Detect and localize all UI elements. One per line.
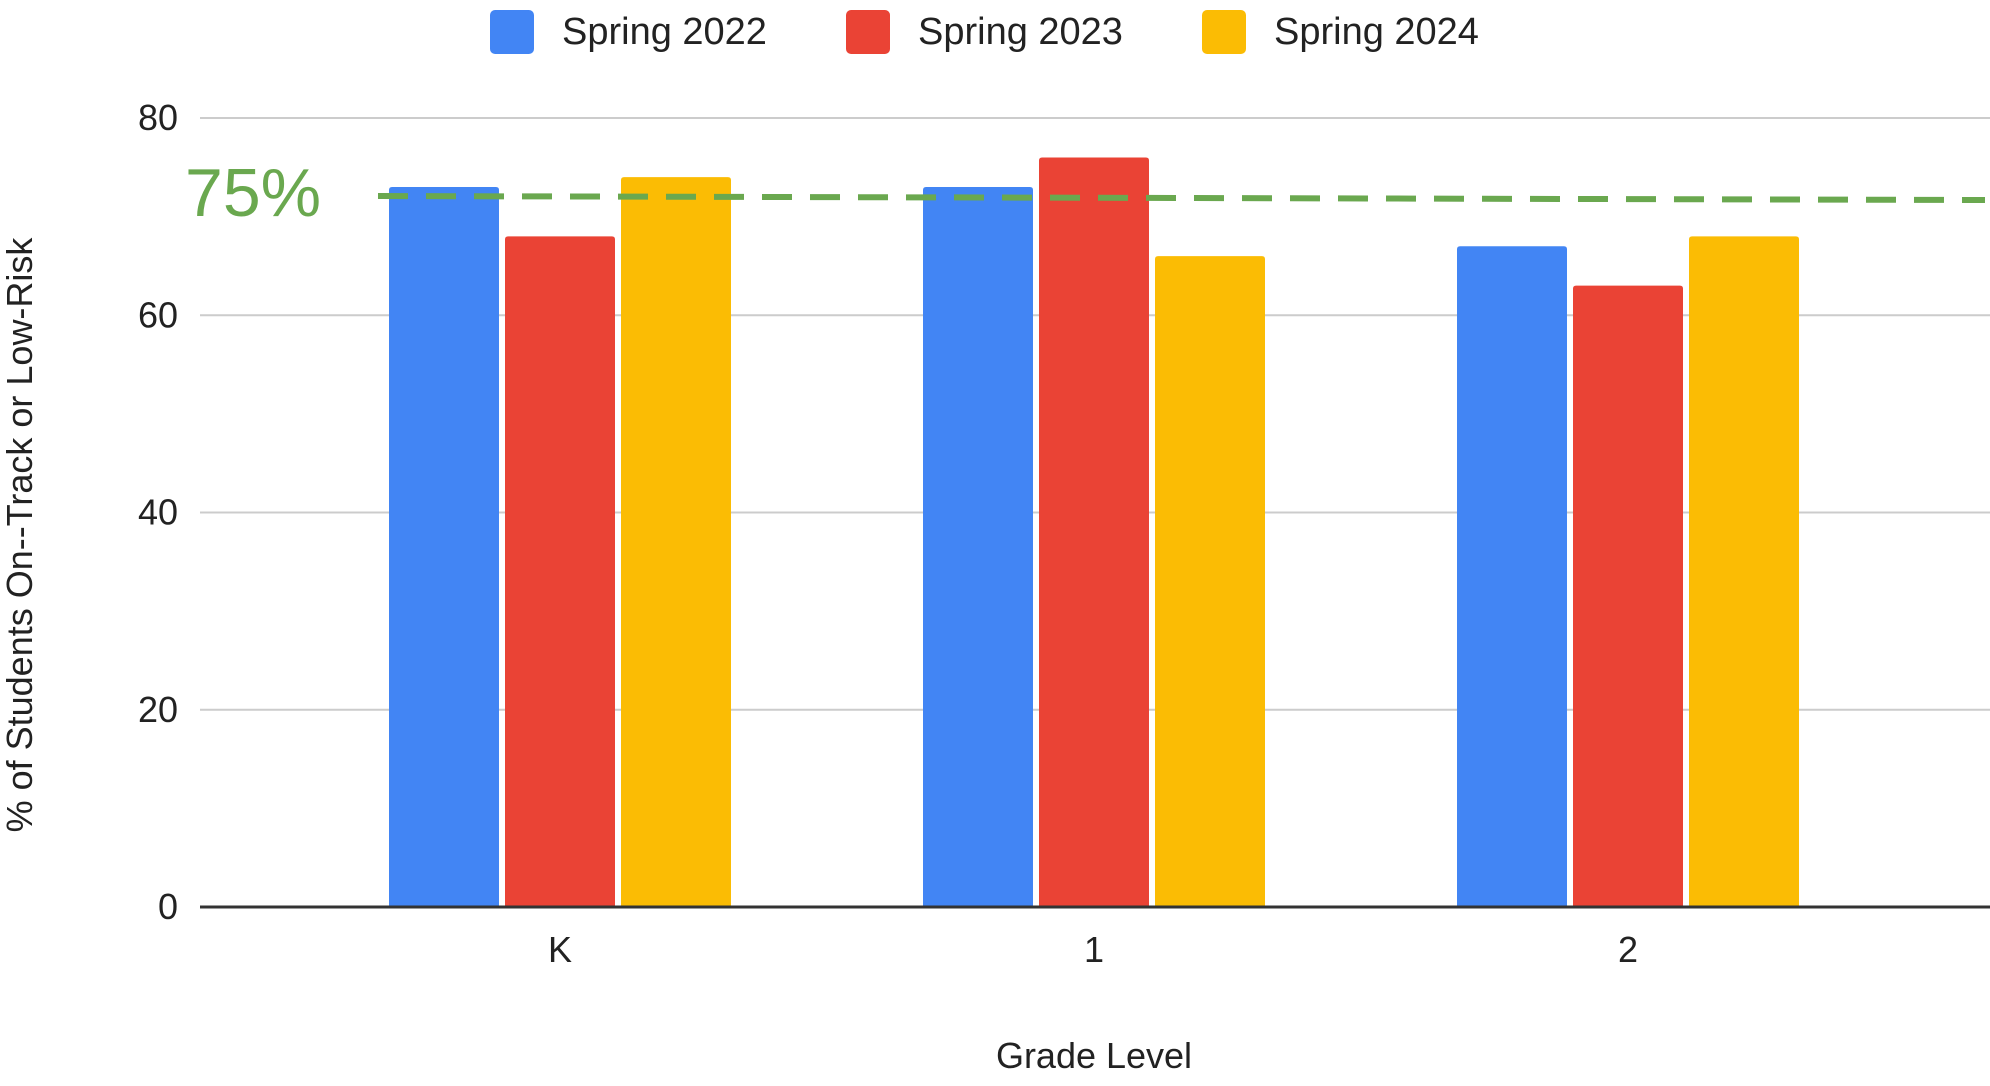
legend-swatch: [846, 10, 890, 54]
y-axis-title: % of Students On--Track or Low-Risk: [0, 237, 40, 833]
bar: [1155, 256, 1265, 907]
x-tick-labels: K 1 2: [548, 929, 1638, 970]
legend: Spring 2022 Spring 2023 Spring 2024: [490, 10, 1479, 54]
bar: [1689, 236, 1799, 908]
x-axis-title: Grade Level: [996, 1035, 1192, 1076]
bar: [389, 187, 499, 908]
y-tick-label: 60: [138, 294, 178, 335]
y-tick-labels: 0 20 40 60 80: [138, 97, 178, 927]
legend-swatch: [490, 10, 534, 54]
x-tick-label: 1: [1084, 929, 1104, 970]
legend-label: Spring 2023: [918, 11, 1123, 53]
bar: [505, 236, 615, 908]
reference-line-group: 75%: [185, 155, 1986, 231]
target-reference-label: 75%: [185, 155, 321, 231]
bars: [389, 157, 1799, 908]
legend-label: Spring 2022: [562, 11, 767, 53]
y-tick-label: 80: [138, 97, 178, 138]
target-reference-line: [377, 193, 1986, 203]
y-tick-label: 0: [158, 886, 178, 927]
bar: [923, 187, 1033, 908]
bar: [621, 177, 731, 908]
bar: [1573, 285, 1683, 908]
legend-swatch: [1202, 10, 1246, 54]
y-tick-label: 40: [138, 492, 178, 533]
x-tick-label: K: [548, 929, 572, 970]
bar: [1457, 246, 1567, 907]
legend-label: Spring 2024: [1274, 11, 1479, 53]
bar: [1039, 157, 1149, 907]
x-tick-label: 2: [1618, 929, 1638, 970]
y-tick-label: 20: [138, 689, 178, 730]
